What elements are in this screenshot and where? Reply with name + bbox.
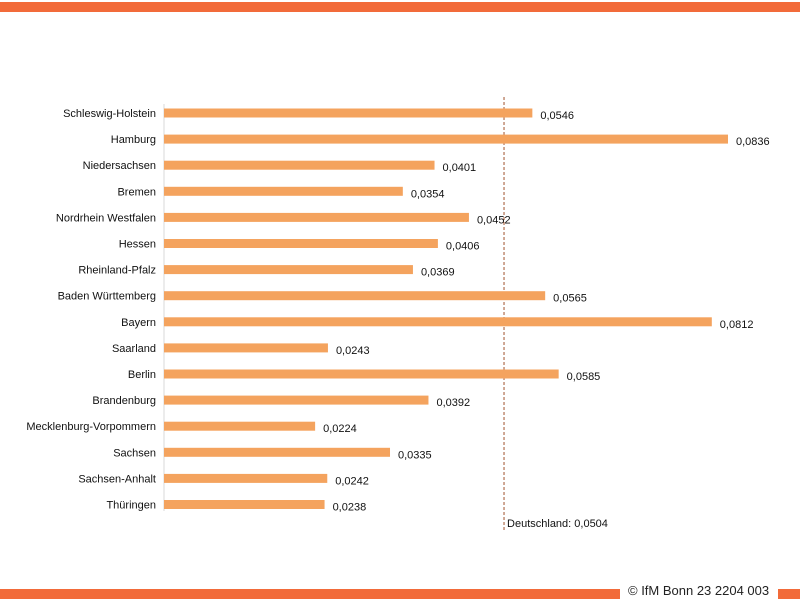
value-label: 0,0585 — [567, 371, 601, 383]
bar — [164, 500, 325, 509]
category-label: Sachsen — [113, 447, 156, 459]
category-label: Rheinland-Pfalz — [78, 265, 156, 277]
bar — [164, 212, 469, 222]
value-label: 0,0812 — [720, 319, 754, 331]
value-label: 0,0369 — [421, 267, 455, 279]
category-label: Berlin — [128, 369, 156, 381]
category-label: Thüringen — [106, 500, 156, 512]
bar — [164, 108, 533, 118]
value-label: 0,0335 — [398, 449, 432, 461]
value-label: 0,0242 — [335, 475, 369, 487]
category-label: Saarland — [112, 343, 156, 355]
copyright-text: © IfM Bonn 23 2204 003 — [628, 583, 770, 598]
value-label: 0,0392 — [436, 397, 470, 409]
category-label: Brandenburg — [92, 395, 156, 407]
value-label: 0,0224 — [323, 423, 357, 435]
bar — [164, 473, 328, 483]
category-label: Bremen — [117, 186, 156, 198]
category-label: Nordrhein Westfalen — [56, 212, 156, 224]
bottom-rule — [0, 589, 620, 599]
value-label: 0,0354 — [411, 188, 445, 200]
category-label: Hamburg — [111, 134, 156, 146]
category-label: Niedersachsen — [83, 160, 156, 172]
value-label: 0,0452 — [477, 214, 511, 226]
category-label: Mecklenburg-Vorpommern — [26, 421, 156, 433]
bar — [164, 239, 438, 248]
bar — [164, 447, 391, 457]
value-label: 0,0836 — [736, 136, 770, 148]
category-label: Schleswig-Holstein — [63, 108, 156, 120]
bar — [164, 160, 435, 170]
bar — [164, 421, 316, 431]
top-rule — [0, 2, 800, 12]
bottom-rule-end — [778, 589, 800, 599]
bar — [164, 265, 413, 275]
bar — [164, 395, 429, 405]
category-label: Hessen — [119, 239, 156, 251]
bar — [164, 134, 728, 144]
value-label: 0,0546 — [540, 110, 574, 122]
category-label: Baden Württemberg — [58, 291, 156, 303]
bar — [164, 369, 559, 379]
category-label: Bayern — [121, 317, 156, 329]
value-label: 0,0565 — [553, 293, 587, 305]
value-label: 0,0238 — [333, 502, 367, 514]
category-label: Sachsen-Anhalt — [78, 473, 156, 485]
bar — [164, 343, 328, 353]
bar — [164, 291, 546, 301]
value-label: 0,0406 — [446, 241, 480, 253]
bar — [164, 317, 712, 327]
bar — [164, 186, 403, 196]
reference-line-label: Deutschland: 0,0504 — [507, 518, 608, 530]
value-label: 0,0401 — [443, 162, 477, 174]
value-label: 0,0243 — [336, 345, 370, 357]
